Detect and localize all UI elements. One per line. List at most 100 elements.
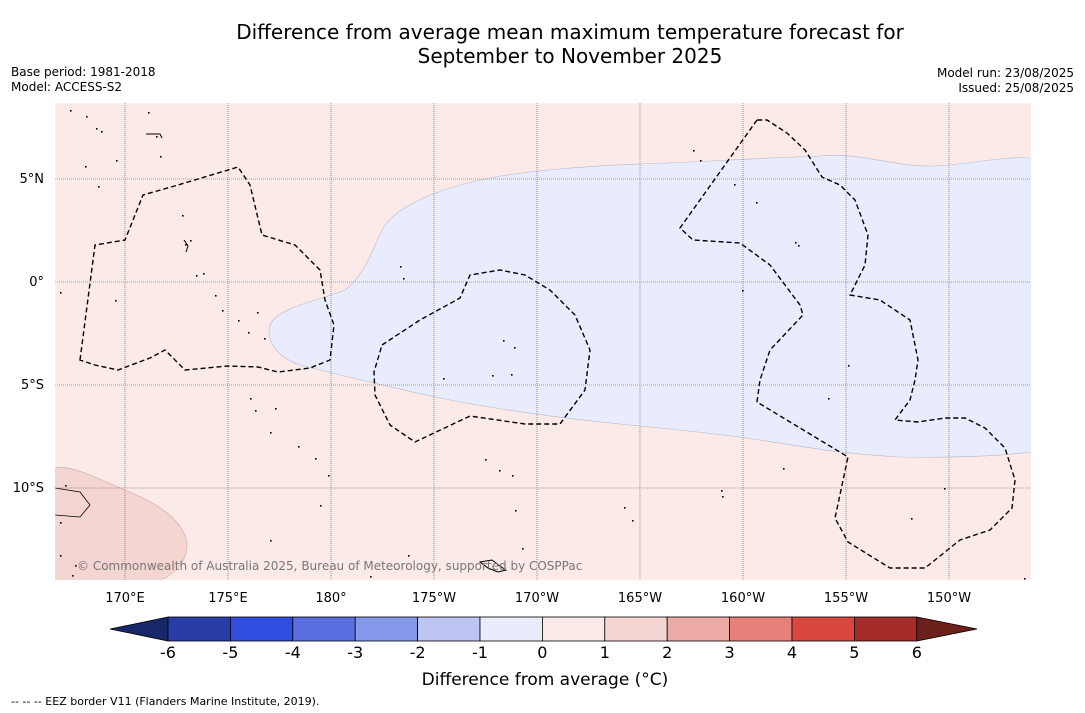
colorbar-segment — [542, 616, 606, 642]
island-speck — [742, 290, 744, 292]
island-speck — [848, 365, 850, 367]
colorbar-tick-label: 6 — [912, 643, 922, 662]
island-speck — [255, 410, 257, 412]
region-cool-slight — [268, 155, 1031, 458]
colorbar-segment — [791, 616, 855, 642]
copyright-notice: © Commonwealth of Australia 2025, Bureau… — [77, 559, 582, 573]
island-speck — [443, 378, 445, 380]
island-speck — [944, 488, 946, 490]
island-speck — [624, 507, 626, 509]
island-speck — [182, 215, 184, 217]
island-speck — [65, 485, 67, 487]
map-area — [55, 103, 1031, 580]
island-speck — [60, 292, 62, 294]
island-speck — [72, 575, 74, 577]
eez-border-line-islands — [679, 119, 1016, 569]
island-speck — [60, 522, 62, 524]
colorbar-title: Difference from average (°C) — [421, 670, 669, 690]
island-speck — [115, 300, 117, 302]
island-speck — [222, 310, 224, 312]
longitude-label: 160°W — [721, 591, 765, 606]
colorbar-tick-label: -4 — [285, 643, 301, 662]
island-speck — [492, 375, 494, 377]
longitude-label: 155°W — [824, 591, 868, 606]
colorbar-segment — [417, 616, 481, 642]
island-speck — [238, 320, 240, 322]
colorbar-under-arrow — [109, 616, 169, 642]
longitude-label: 165°W — [618, 591, 662, 606]
colorbar-segment — [479, 616, 543, 642]
island-speck — [499, 470, 501, 472]
colorbar-segment — [729, 616, 793, 642]
island-speck — [270, 432, 272, 434]
island-speck — [798, 245, 800, 247]
latitude-label: 0° — [29, 275, 44, 290]
colorbar-tick-label: 1 — [600, 643, 610, 662]
island-speck — [270, 540, 272, 542]
island-speck — [700, 160, 702, 162]
island-speck — [298, 446, 300, 448]
island-speck — [185, 244, 187, 246]
island-speck — [70, 110, 72, 112]
island-speck — [403, 278, 405, 280]
island-speck — [400, 266, 402, 268]
island-speck — [511, 374, 513, 376]
island-speck — [722, 496, 724, 498]
island-speck — [485, 459, 487, 461]
island-speck — [515, 510, 517, 512]
longitude-label: 170°W — [515, 591, 559, 606]
longitude-label: 175°W — [412, 591, 456, 606]
island-speck — [1024, 578, 1026, 580]
model-info: Base period: 1981-2018 Model: ACCESS-S2 — [11, 65, 156, 95]
island-speck — [85, 166, 87, 168]
colorbar-segment — [354, 616, 419, 642]
island-speck — [632, 520, 634, 522]
island-speck — [503, 340, 505, 342]
model-run-date: Model run: 23/08/2025 — [936, 66, 1074, 80]
colorbar-tick-label: -5 — [222, 643, 238, 662]
island-speck — [408, 555, 410, 557]
colorbar-tick-label: 5 — [849, 643, 859, 662]
longitude-label: 175°E — [208, 591, 248, 606]
colorbar-segment — [229, 616, 294, 642]
island-speck — [783, 468, 785, 470]
colorbar-tick-label: -1 — [472, 643, 488, 662]
colorbar-segment — [167, 616, 231, 642]
island-outline — [55, 487, 91, 518]
island-speck — [512, 475, 514, 477]
island-speck — [264, 338, 266, 340]
eez-border-marshall-kiribati — [79, 166, 335, 373]
island-speck — [693, 150, 695, 152]
colorbar-tick-label: -6 — [160, 643, 176, 662]
island-outline — [183, 239, 189, 253]
island-speck — [828, 398, 830, 400]
island-speck — [756, 202, 758, 204]
colorbar — [109, 616, 978, 642]
latitude-label: 10°S — [13, 481, 44, 496]
latitude-label: 5°S — [21, 378, 44, 393]
model-name: Model: ACCESS-S2 — [11, 80, 123, 94]
title-line-1: Difference from average mean maximum tem… — [236, 20, 904, 44]
title-line-2: September to November 2025 — [417, 44, 723, 68]
map-frame — [54, 102, 1032, 581]
colorbar-segment — [666, 616, 731, 642]
eez-borders — [79, 119, 1016, 569]
colorbar-tick-label: -3 — [347, 643, 363, 662]
latitude-labels: 5°N 0° 5°S 10°S — [13, 172, 44, 496]
longitude-label: 170°E — [105, 591, 145, 606]
eez-legend: -- -- -- EEZ border V11 (Flanders Marine… — [11, 695, 320, 708]
base-period: Base period: 1981-2018 — [11, 65, 156, 79]
island-speck — [75, 565, 77, 567]
island-speck — [522, 548, 524, 550]
island-speck — [116, 160, 118, 162]
colorbar-segment — [292, 616, 356, 642]
island-speck — [250, 398, 252, 400]
island-speck — [86, 116, 88, 118]
island-outline — [146, 133, 163, 139]
latitude-label: 5°N — [20, 172, 45, 187]
island-speck — [795, 242, 797, 244]
island-speck — [257, 312, 259, 314]
island-speck — [148, 112, 150, 114]
longitude-label: 180° — [315, 591, 346, 606]
